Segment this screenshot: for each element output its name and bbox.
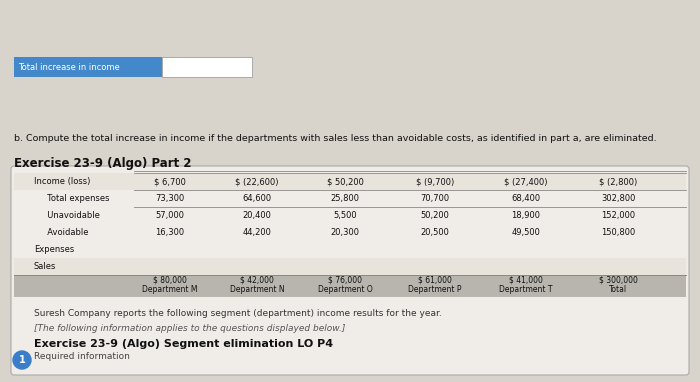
Text: Department O: Department O (318, 285, 372, 294)
Text: $ 61,000: $ 61,000 (418, 275, 452, 284)
Text: Department T: Department T (499, 285, 553, 294)
Text: $ 300,000: $ 300,000 (598, 275, 638, 284)
Text: $ 41,000: $ 41,000 (509, 275, 543, 284)
Text: 64,600: 64,600 (242, 194, 272, 203)
Text: $ 6,700: $ 6,700 (154, 177, 186, 186)
Text: 1: 1 (19, 355, 25, 365)
Text: Avoidable: Avoidable (42, 228, 88, 237)
Text: 44,200: 44,200 (243, 228, 272, 237)
Text: 16,300: 16,300 (155, 228, 185, 237)
Text: 20,400: 20,400 (243, 211, 272, 220)
Text: Total expenses: Total expenses (42, 194, 109, 203)
Text: Suresh Company reports the following segment (department) income results for the: Suresh Company reports the following seg… (34, 309, 442, 318)
Text: $ 42,000: $ 42,000 (240, 275, 274, 284)
Text: Total: Total (609, 285, 627, 294)
Text: b. Compute the total increase in income if the departments with sales less than : b. Compute the total increase in income … (14, 134, 657, 143)
Text: $ 50,200: $ 50,200 (327, 177, 363, 186)
Text: 18,900: 18,900 (512, 211, 540, 220)
Text: 20,300: 20,300 (330, 228, 360, 237)
Bar (162, 57, 252, 77)
Bar (14, 258, 686, 275)
Text: $ (27,400): $ (27,400) (504, 177, 547, 186)
Text: 73,300: 73,300 (155, 194, 185, 203)
Text: 50,200: 50,200 (421, 211, 449, 220)
Text: Sales: Sales (34, 262, 57, 271)
Text: Exercise 23-9 (Algo) Segment elimination LO P4: Exercise 23-9 (Algo) Segment elimination… (34, 339, 333, 349)
Text: Income (loss): Income (loss) (34, 177, 90, 186)
Text: Total increase in income: Total increase in income (18, 63, 120, 71)
Text: 68,400: 68,400 (512, 194, 540, 203)
Text: $ (2,800): $ (2,800) (599, 177, 637, 186)
Text: Department N: Department N (230, 285, 284, 294)
Text: $ 80,000: $ 80,000 (153, 275, 187, 284)
Text: 302,800: 302,800 (601, 194, 635, 203)
Text: 70,700: 70,700 (421, 194, 449, 203)
Text: 5,500: 5,500 (333, 211, 357, 220)
Text: Required information: Required information (34, 352, 130, 361)
Circle shape (13, 351, 31, 369)
Text: 152,000: 152,000 (601, 211, 635, 220)
Bar (14, 173, 686, 190)
Text: Department P: Department P (408, 285, 462, 294)
FancyBboxPatch shape (11, 166, 689, 375)
Text: 49,500: 49,500 (512, 228, 540, 237)
Text: 20,500: 20,500 (421, 228, 449, 237)
Text: $ 76,000: $ 76,000 (328, 275, 362, 284)
Text: $ (22,600): $ (22,600) (235, 177, 279, 186)
Bar (14, 57, 162, 77)
Text: 25,800: 25,800 (330, 194, 360, 203)
Text: Exercise 23-9 (Algo) Part 2: Exercise 23-9 (Algo) Part 2 (14, 157, 192, 170)
Text: $ (9,700): $ (9,700) (416, 177, 454, 186)
Text: 150,800: 150,800 (601, 228, 635, 237)
Text: Expenses: Expenses (34, 245, 74, 254)
Text: Unavoidable: Unavoidable (42, 211, 100, 220)
Text: 57,000: 57,000 (155, 211, 185, 220)
Text: Department M: Department M (142, 285, 197, 294)
Text: [The following information applies to the questions displayed below.]: [The following information applies to th… (34, 324, 345, 333)
Bar (14, 275, 686, 297)
